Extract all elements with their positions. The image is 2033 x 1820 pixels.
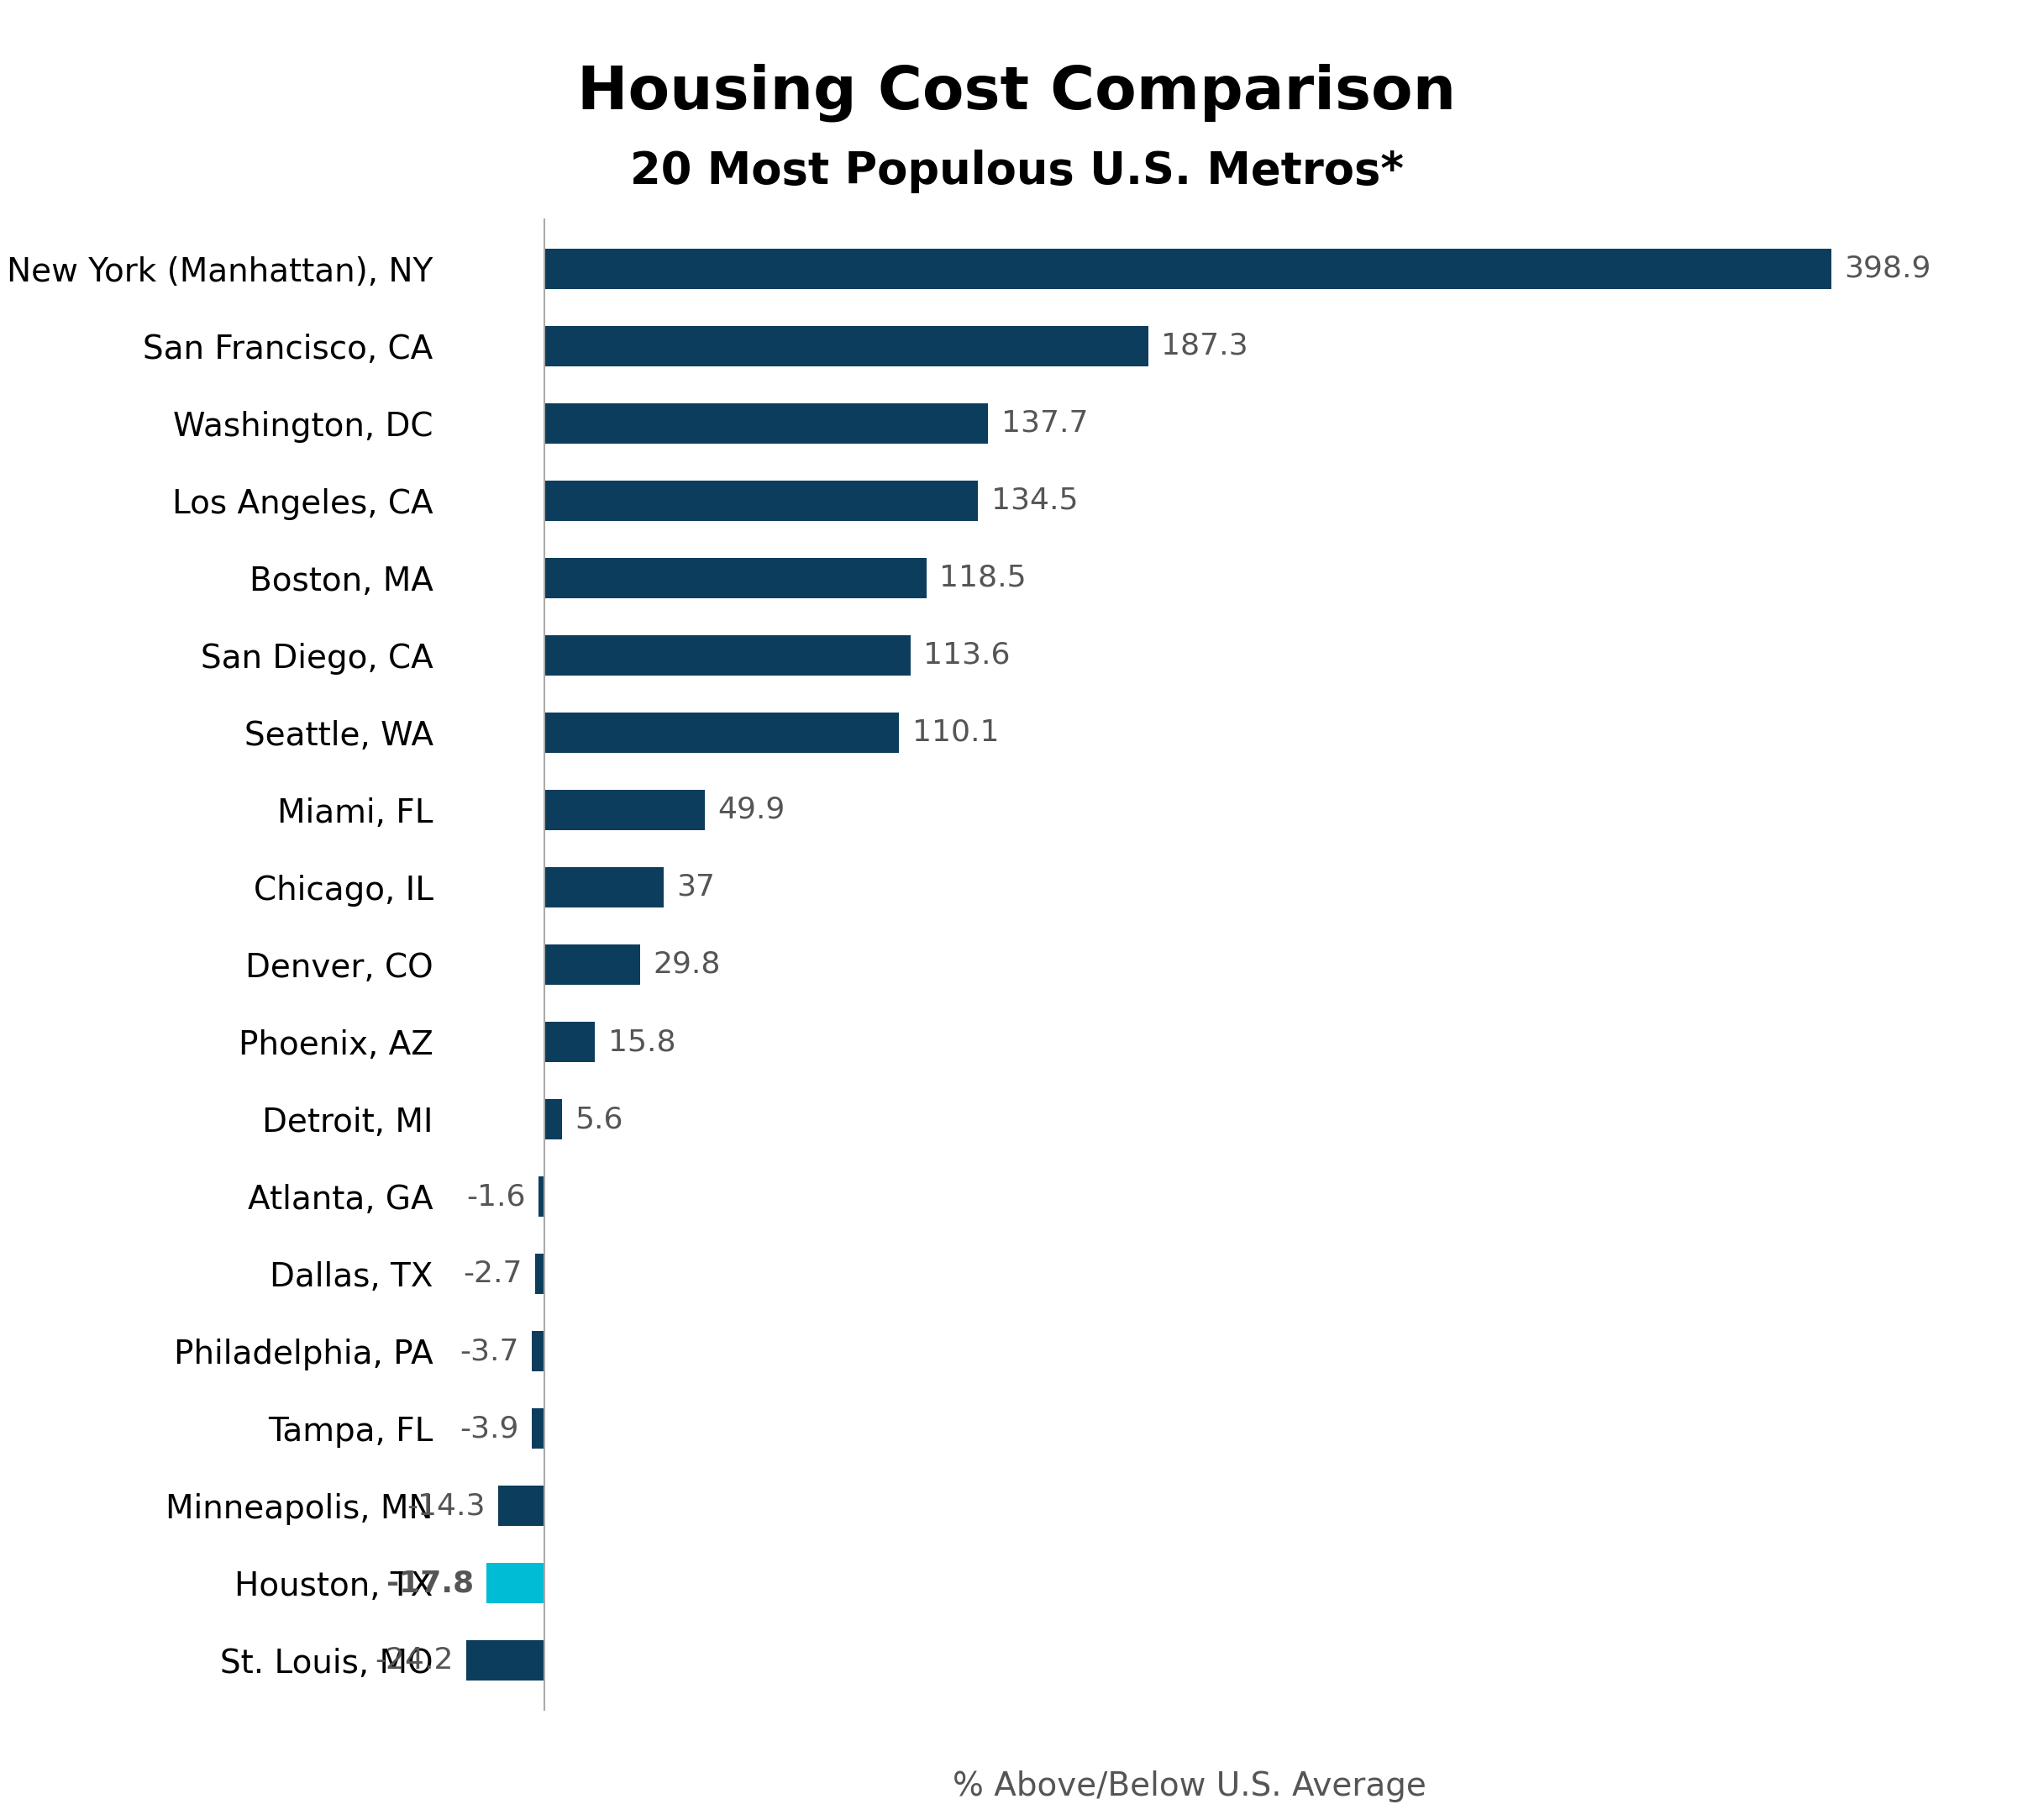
Bar [535,1254,545,1294]
Text: 5.6: 5.6 [575,1105,624,1134]
Bar [533,1330,545,1370]
Text: 118.5: 118.5 [939,564,1027,592]
Bar [545,326,1149,366]
Text: Housing Cost Comparison: Housing Cost Comparison [577,64,1456,122]
Text: -2.7: -2.7 [464,1259,522,1289]
Bar [545,404,988,444]
Text: -3.7: -3.7 [459,1338,518,1365]
Text: 110.1: 110.1 [913,719,998,746]
Text: 137.7: 137.7 [1000,410,1088,437]
Bar [545,712,899,753]
Bar [498,1485,545,1525]
Text: 29.8: 29.8 [653,950,722,979]
Bar [531,1409,545,1449]
Bar [545,635,911,675]
Text: 187.3: 187.3 [1161,331,1248,360]
Bar [545,1099,561,1139]
Text: 134.5: 134.5 [990,486,1077,515]
Text: 398.9: 398.9 [1844,255,1931,282]
Bar [545,945,640,985]
Text: 49.9: 49.9 [718,795,785,824]
Text: -1.6: -1.6 [468,1183,527,1210]
Bar [545,790,705,830]
Bar [486,1563,545,1603]
Text: -24.2: -24.2 [374,1647,453,1674]
Text: -17.8: -17.8 [386,1569,474,1598]
Bar [545,1021,596,1063]
Bar [545,249,1832,289]
Bar [545,480,978,521]
Text: 20 Most Populous U.S. Metros*: 20 Most Populous U.S. Metros* [630,149,1403,193]
Text: 15.8: 15.8 [608,1028,675,1056]
Bar [545,559,927,599]
Text: -14.3: -14.3 [407,1492,486,1520]
Text: 37: 37 [677,874,716,901]
Bar [466,1640,545,1680]
Bar [539,1176,545,1218]
Text: 113.6: 113.6 [923,641,1010,670]
Text: % Above/Below U.S. Average: % Above/Below U.S. Average [951,1771,1427,1802]
Text: -3.9: -3.9 [459,1414,518,1443]
Bar [545,866,663,908]
